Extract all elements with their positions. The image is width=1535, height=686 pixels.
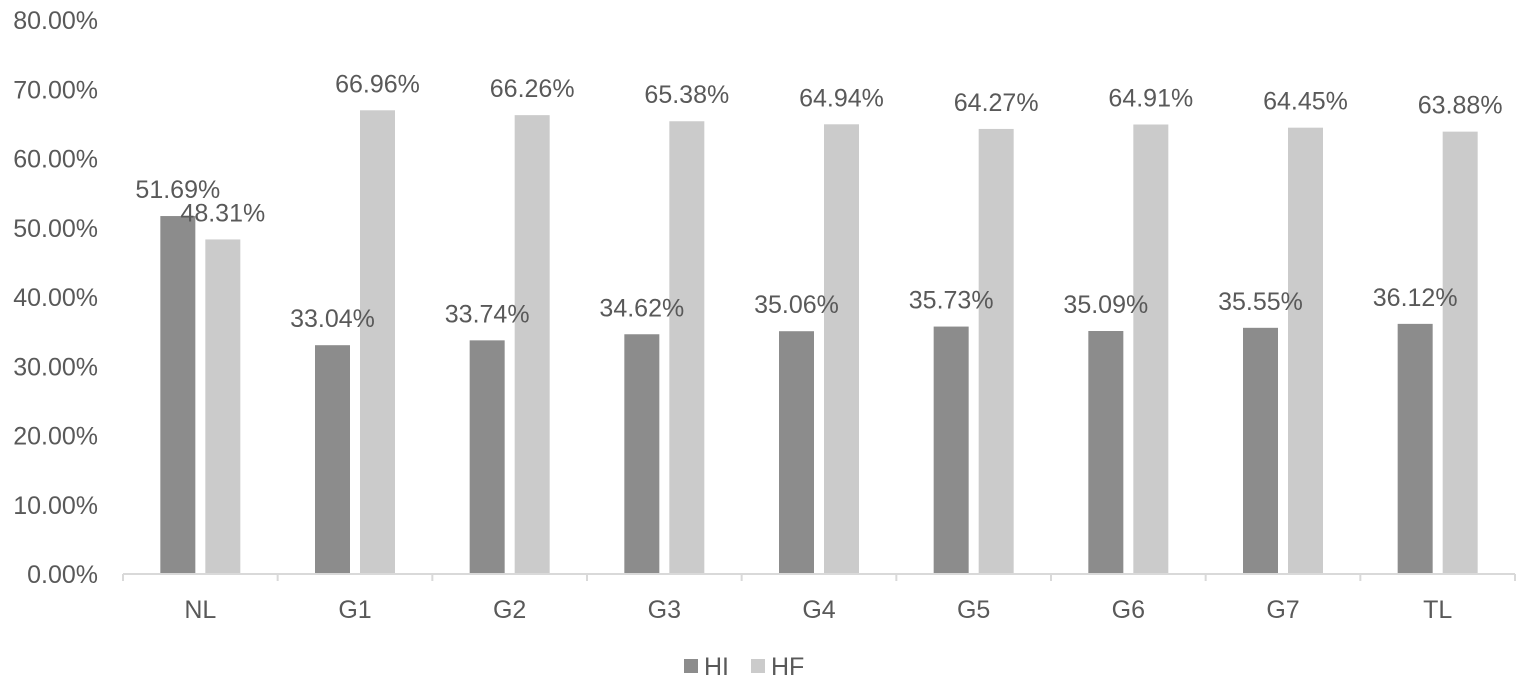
x-tick-label: G6 [1112,596,1145,624]
bar-hi-nl [160,216,196,574]
data-label-hi-nl: 51.69% [135,176,220,204]
data-label-hf-nl: 48.31% [180,199,265,227]
bars [160,110,1478,575]
legend-label-hf: HF [771,653,804,681]
data-label-hi-g1: 33.04% [290,305,375,333]
data-label-hf-g2: 66.26% [490,75,575,103]
x-tick-label: G1 [338,596,371,624]
data-label-hf-g6: 64.91% [1108,84,1193,112]
data-label-hi-g7: 35.55% [1218,288,1303,316]
x-tick-label: TL [1423,596,1452,624]
bar-hi-tl [1397,323,1433,574]
data-label-hi-g2: 33.74% [445,300,530,328]
bar-hf-g5 [978,128,1014,575]
x-tick-label: NL [184,596,216,624]
data-label-hf-g5: 64.27% [954,89,1039,117]
y-axis: 0.00% 10.00% 20.00% 30.00% 40.00% 50.00% 60.00… [13,7,98,589]
bar-hf-g7 [1288,127,1323,574]
data-label-hi-tl: 36.12% [1373,284,1458,312]
x-tick-label: G7 [1266,596,1299,624]
data-label-hf-g1: 66.96% [335,70,420,98]
y-tick-label: 70.00% [13,76,98,104]
bar-hi-g4 [779,331,814,574]
y-tick-label: 0.00% [27,561,98,589]
data-labels: 51.69%48.31% 33.04% 66.96% 33.74% 66.26% 34.6… [135,70,1502,333]
x-tick-label: G5 [957,596,990,624]
legend-swatch-hi [684,659,698,673]
bar-hi-g6 [1088,331,1124,574]
bar-hf-nl [205,239,241,574]
data-label-hf-tl: 63.88% [1418,92,1503,120]
x-tick-label: G4 [802,596,835,624]
bar-hf-g1 [360,110,395,574]
legend-swatch-hf [751,659,765,673]
bar-hf-g4 [824,124,859,574]
data-label-hi-g3: 34.62% [599,294,684,322]
data-label-hi-g5: 35.73% [909,287,994,315]
y-tick-label: 60.00% [13,146,98,174]
bar-hi-g7 [1243,327,1278,574]
y-tick-label: 10.00% [13,492,98,520]
bar-hf-g6 [1133,124,1169,574]
bar-hi-g3 [624,334,660,574]
y-tick-label: 40.00% [13,284,98,312]
legend-label-hi: HI [704,653,729,681]
y-tick-label: 20.00% [13,423,98,451]
data-label-hf-g4: 64.94% [799,84,884,112]
data-label-hf-g7: 64.45% [1263,88,1348,116]
y-tick-label: 50.00% [13,215,98,243]
data-label-hi-g6: 35.09% [1063,291,1148,319]
data-label-hi-g4: 35.06% [754,291,839,319]
legend: HI HF [684,653,804,681]
bar-hf-g2 [514,115,550,574]
bar-hi-g2 [469,340,505,574]
x-tick-label: G2 [493,596,526,624]
bar-hf-g3 [669,121,705,574]
x-axis: NL G1 G2 G3 G4 G5 G6 G7 TL [122,573,1516,624]
bar-hi-g1 [315,345,350,574]
data-label-hf-g3: 65.38% [644,81,729,109]
x-tick-label: G3 [648,596,681,624]
bar-hf-tl [1442,131,1478,575]
y-tick-label: 30.00% [13,353,98,381]
y-tick-label: 80.00% [13,7,98,35]
bar-hi-g5 [933,326,969,574]
